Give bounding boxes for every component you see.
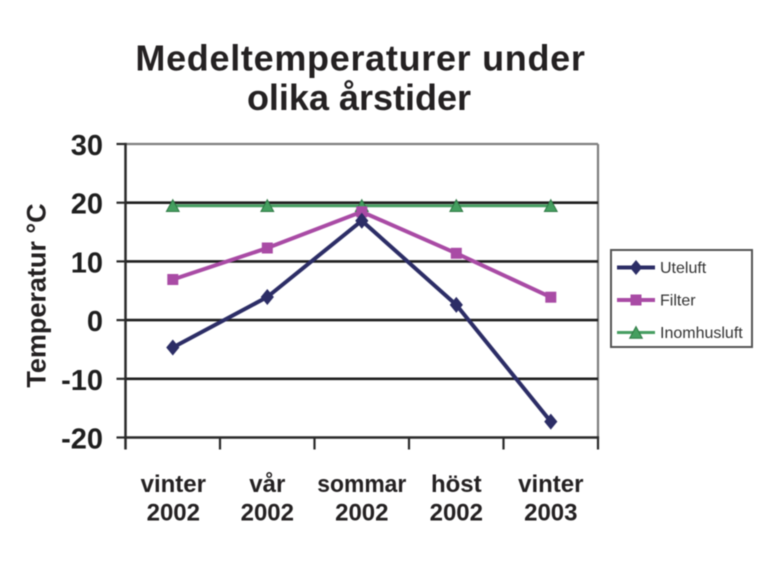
svg-text:Uteluft: Uteluft	[660, 260, 707, 277]
svg-text:2002: 2002	[335, 500, 388, 527]
svg-text:sommar: sommar	[317, 471, 406, 498]
svg-text:10: 10	[71, 247, 103, 279]
svg-text:2002: 2002	[430, 500, 483, 527]
svg-text:30: 30	[71, 130, 103, 162]
svg-text:Filter: Filter	[660, 293, 696, 310]
svg-text:-10: -10	[61, 365, 103, 397]
svg-text:0: 0	[87, 306, 103, 338]
svg-text:vår: vår	[249, 471, 285, 498]
svg-text:2002: 2002	[147, 500, 200, 527]
svg-text:vinter: vinter	[141, 471, 206, 498]
svg-text:Medeltemperaturer under: Medeltemperaturer under	[135, 38, 585, 79]
svg-text:vinter: vinter	[518, 471, 583, 498]
svg-text:höst: höst	[431, 471, 482, 498]
svg-text:Temperatur °C: Temperatur °C	[22, 203, 52, 387]
svg-text:2002: 2002	[241, 500, 294, 527]
svg-text:2003: 2003	[524, 500, 577, 527]
svg-text:Inomhusluft: Inomhusluft	[660, 325, 743, 342]
svg-text:20: 20	[71, 189, 103, 221]
svg-text:olika årstider: olika årstider	[247, 77, 471, 118]
svg-text:-20: -20	[61, 424, 103, 456]
